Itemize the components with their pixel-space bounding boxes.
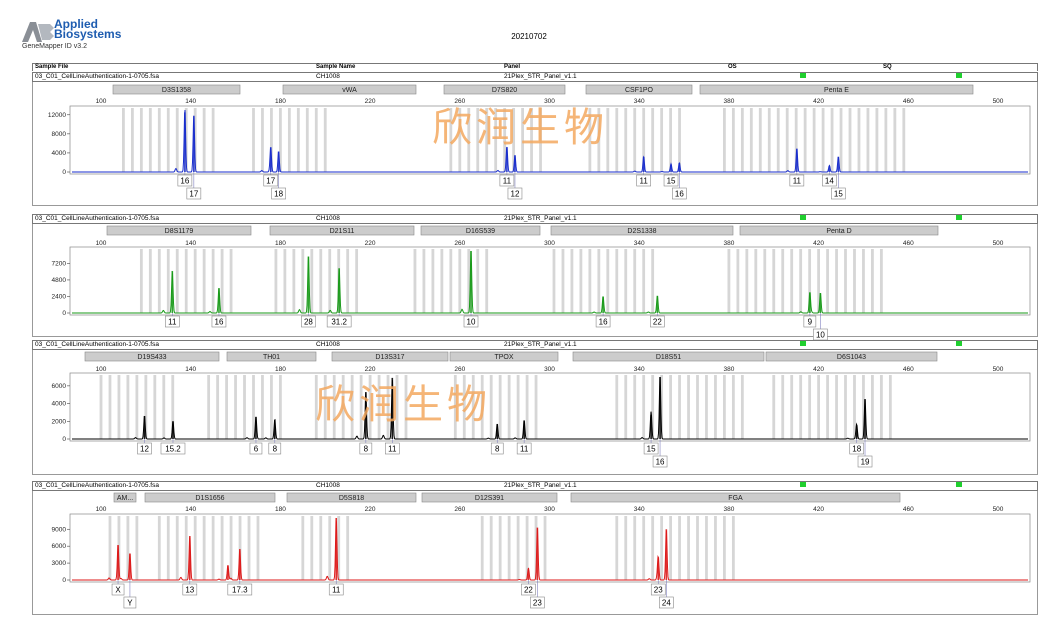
- sample-file-name: 03_C01_CellLineAuthentication-1-0705.fsa: [35, 341, 159, 348]
- sample-file-name: 03_C01_CellLineAuthentication-1-0705.fsa: [35, 215, 159, 222]
- col-sq: SQ: [883, 64, 892, 70]
- column-header-row: Sample File Sample Name Panel OS SQ: [32, 63, 1038, 71]
- os-quality-flag: [800, 482, 806, 487]
- panel-frame: [32, 491, 1038, 615]
- sq-quality-flag: [956, 73, 962, 78]
- col-os: OS: [728, 64, 737, 70]
- panel-name: 21Plex_STR_Panel_v1.1: [504, 482, 577, 489]
- sample-name: CH1008: [316, 341, 340, 348]
- panel-name: 21Plex_STR_Panel_v1.1: [504, 215, 577, 222]
- sample-info-row: 03_C01_CellLineAuthentication-1-0705.fsa…: [32, 72, 1038, 82]
- software-version: GeneMapper ID v3.2: [22, 43, 87, 50]
- sq-quality-flag: [956, 341, 962, 346]
- sample-name: CH1008: [316, 482, 340, 489]
- report-date: 20210702: [511, 32, 547, 41]
- sample-info-row: 03_C01_CellLineAuthentication-1-0705.fsa…: [32, 481, 1038, 491]
- sample-name: CH1008: [316, 73, 340, 80]
- sq-quality-flag: [956, 215, 962, 220]
- logo-line-1: Applied: [54, 17, 98, 31]
- col-sample-file: Sample File: [35, 64, 69, 70]
- col-panel: Panel: [504, 64, 521, 70]
- sample-file-name: 03_C01_CellLineAuthentication-1-0705.fsa: [35, 73, 159, 80]
- panel-frame: [32, 350, 1038, 475]
- os-quality-flag: [800, 73, 806, 78]
- panel-name: 21Plex_STR_Panel_v1.1: [504, 73, 577, 80]
- logo-line-2: Biosystems: [54, 27, 122, 41]
- sample-info-row: 03_C01_CellLineAuthentication-1-0705.fsa…: [32, 214, 1038, 224]
- sample-name: CH1008: [316, 215, 340, 222]
- panel-frame: [32, 82, 1038, 206]
- sample-info-row: 03_C01_CellLineAuthentication-1-0705.fsa…: [32, 340, 1038, 350]
- sample-file-name: 03_C01_CellLineAuthentication-1-0705.fsa: [35, 482, 159, 489]
- panel-name: 21Plex_STR_Panel_v1.1: [504, 341, 577, 348]
- ab-logo-icon: [22, 22, 54, 42]
- watermark-middle: 欣润生物: [315, 382, 491, 428]
- panel-frame: [32, 224, 1038, 337]
- watermark-top: 欣润生物: [432, 105, 608, 151]
- os-quality-flag: [800, 215, 806, 220]
- col-sample-name: Sample Name: [316, 64, 356, 70]
- sq-quality-flag: [956, 482, 962, 487]
- os-quality-flag: [800, 341, 806, 346]
